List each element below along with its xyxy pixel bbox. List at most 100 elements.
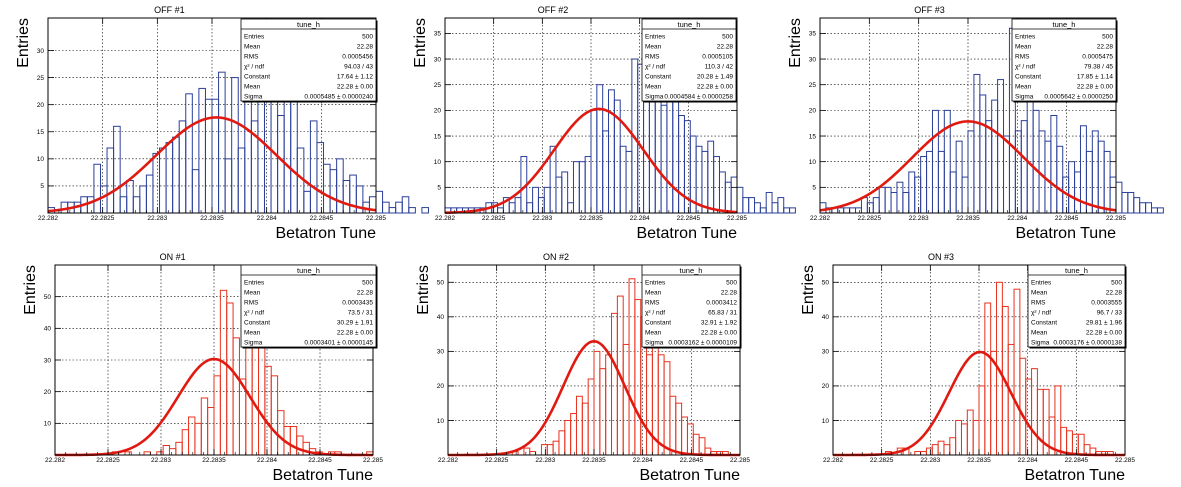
y-tick-label: 20: [437, 383, 445, 390]
stats-row-label: Entries: [645, 34, 666, 41]
panel-title: ON #2: [543, 252, 569, 262]
stats-row-label: Sigma: [1031, 340, 1050, 347]
histogram-bin: [777, 197, 785, 214]
y-tick-label: 35: [434, 31, 442, 38]
x-tick-label: 22.2845: [1065, 457, 1089, 464]
stats-row-value: 0.0003412: [706, 300, 737, 307]
stats-row-value: 0.0003176 ± 0.0000138: [1053, 340, 1122, 347]
y-tick-label: 5: [812, 185, 816, 192]
histogram-bin: [949, 437, 957, 456]
stats-row-label: Entries: [244, 280, 265, 287]
y-tick-label: 25: [809, 82, 817, 89]
stats-row-label: RMS: [1015, 54, 1030, 61]
y-tick-label: 10: [809, 159, 817, 166]
stats-row-label: Sigma: [244, 340, 263, 347]
y-tick-label: 20: [37, 102, 45, 109]
histogram-bin: [972, 419, 980, 456]
stats-row-value: 22.28: [1106, 290, 1123, 297]
stats-row-value: 30.29 ± 1.91: [337, 320, 373, 327]
y-tick-label: 50: [44, 294, 52, 301]
stats-row-label: Entries: [1031, 280, 1052, 287]
y-tick-label: 20: [434, 108, 442, 115]
panel-title: OFF #3: [914, 5, 945, 15]
x-tick-label: 22.2835: [200, 215, 224, 222]
stats-box-frame: [641, 18, 737, 102]
stats-row-value: 0.0003435: [342, 300, 373, 307]
x-tick-label: 22.282: [38, 215, 58, 222]
x-tick-label: 22.285: [1115, 457, 1135, 464]
histogram-bin: [1036, 388, 1044, 456]
x-tick-label: 22.2825: [858, 215, 882, 222]
y-tick-label: 50: [822, 280, 830, 287]
stats-row-value: 17.85 ± 1.14: [1077, 74, 1113, 81]
x-tick-label: 22.285: [366, 215, 386, 222]
stats-row-label: Constant: [645, 74, 671, 81]
y-tick-label: 10: [437, 418, 445, 425]
stats-row-value: 96.7 / 33: [1097, 310, 1123, 317]
stats-row-label: RMS: [244, 300, 259, 307]
histogram-bin: [984, 302, 992, 456]
stats-row-label: Entries: [645, 280, 666, 287]
stats-row-label: Mean: [1031, 290, 1048, 297]
stats-title: tune_h: [297, 20, 320, 29]
stats-row-value: 29.81 ± 1.96: [1086, 320, 1122, 327]
x-tick-label: 22.283: [535, 457, 555, 464]
y-tick-label: 15: [37, 129, 45, 136]
histogram-bin: [408, 207, 416, 214]
x-tick-label: 22.284: [633, 457, 653, 464]
y-tick-label: 30: [44, 357, 52, 364]
y-tick-label: 20: [44, 389, 52, 396]
histogram-bin: [1013, 288, 1021, 456]
x-tick-label: 22.285: [727, 215, 747, 222]
stats-row-value: 22.28 ± 0.00: [337, 84, 373, 91]
x-tick-label: 22.2835: [582, 457, 606, 464]
y-tick-label: 15: [809, 133, 817, 140]
y-tick-label: 50: [437, 280, 445, 287]
y-tick-label: 10: [37, 156, 45, 163]
x-tick-label: 22.282: [45, 457, 65, 464]
stats-row-label: Constant: [645, 320, 671, 327]
histogram-bin: [1019, 357, 1027, 456]
stats-box-frame: [240, 264, 377, 348]
x-tick-label: 22.2825: [96, 457, 120, 464]
stats-row-label: RMS: [1031, 300, 1046, 307]
stats-row-value: 500: [726, 280, 737, 287]
stats-row-value: 0.0004584 ± 0.0000258: [664, 94, 733, 101]
histogram-bin: [925, 447, 933, 456]
stats-row-label: Mean: [244, 44, 261, 51]
x-tick-label: 22.2825: [482, 215, 506, 222]
gaussian-fit-curve: [47, 116, 377, 213]
y-tick-label: 5: [437, 185, 441, 192]
stats-row-label: χ² / ndf: [244, 64, 264, 71]
stats-row-value: 0.0005456: [342, 54, 373, 61]
histogram-bin: [1071, 433, 1079, 456]
stats-row-label: χ² / ndf: [1015, 64, 1035, 71]
stats-row-label: Sigma: [645, 94, 664, 101]
histogram-bin: [914, 451, 922, 456]
y-tick-label: 40: [437, 314, 445, 321]
stats-box: tune_h Entries 500 Mean 22.28 RMS 0.0003412 χ² …: [641, 264, 742, 349]
stats-row-label: Mean: [1031, 330, 1048, 337]
x-tick-label: 22.283: [920, 457, 940, 464]
x-tick-label: 22.285: [730, 457, 750, 464]
stats-row-value: 17.64 ± 1.12: [337, 74, 373, 81]
stats-row-value: 0.0005105: [702, 54, 733, 61]
stats-title: tune_h: [1053, 20, 1076, 29]
x-tick-label: 22.2845: [310, 215, 334, 222]
x-tick-label: 22.284: [1007, 215, 1027, 222]
stats-box: tune_h Entries 500 Mean 22.28 RMS 0.0003435 χ² …: [240, 264, 378, 349]
histogram-bin: [1031, 368, 1038, 456]
y-tick-label: 20: [809, 108, 817, 115]
stats-row-value: 0.0005642 ± 0.0000250: [1044, 94, 1113, 101]
stats-row-value: 32.91 ± 1.92: [701, 320, 737, 327]
histogram-bin: [937, 440, 945, 456]
stats-row-value: 79.38 / 45: [1084, 64, 1113, 71]
stats-row-value: 22.28 ± 0.00: [337, 330, 373, 337]
histogram-bin: [955, 419, 962, 456]
histogram-bin: [960, 423, 968, 456]
stats-row-value: 94.03 / 43: [344, 64, 373, 71]
stats-row-value: 110.3 / 42: [705, 64, 734, 71]
